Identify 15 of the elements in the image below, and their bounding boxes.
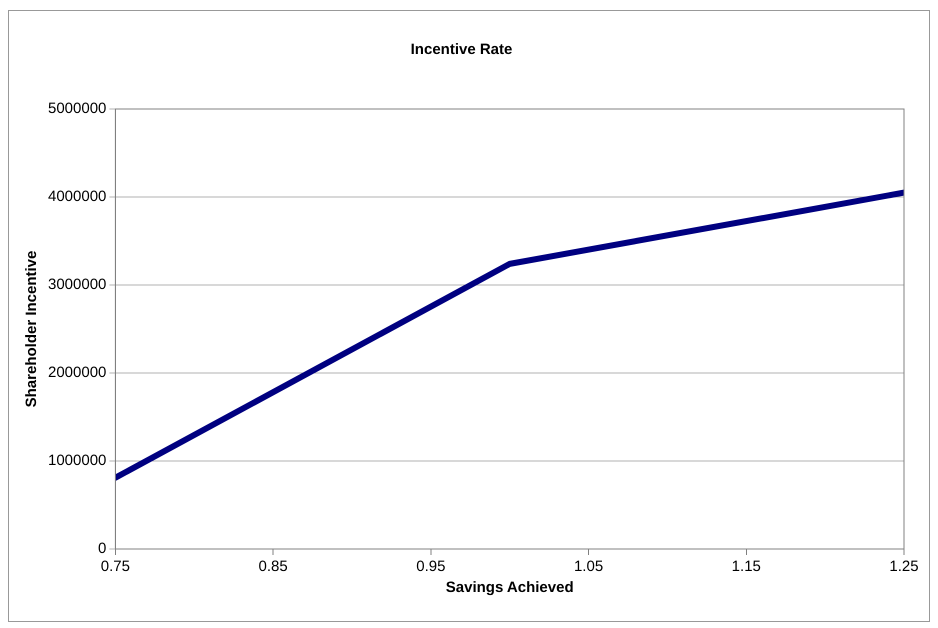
x-tick-label: 0.75 (100, 558, 130, 576)
y-tick-label: 1000000 (48, 452, 106, 470)
chart-title: Incentive Rate (410, 41, 512, 58)
x-axis-title: Savings Achieved (446, 579, 574, 596)
y-tick-label: 0 (98, 540, 106, 558)
x-tick-label: 0.95 (416, 558, 446, 576)
y-tick-label: 5000000 (48, 100, 106, 118)
y-tick-label: 3000000 (48, 276, 106, 294)
y-axis-title: Shareholder Incentive (23, 250, 40, 408)
y-tick-label: 4000000 (48, 188, 106, 206)
y-tick-label: 2000000 (48, 364, 106, 382)
x-tick-label: 0.85 (258, 558, 288, 576)
x-tick-label: 1.25 (889, 558, 919, 576)
x-tick-label: 1.05 (574, 558, 604, 576)
x-tick-label: 1.15 (732, 558, 761, 576)
